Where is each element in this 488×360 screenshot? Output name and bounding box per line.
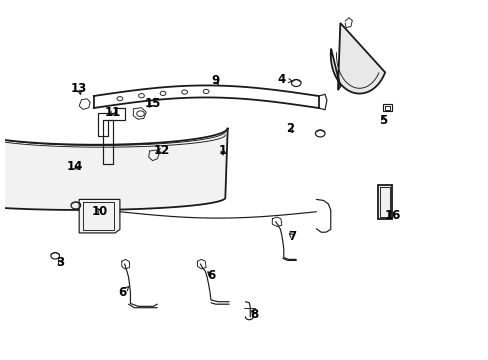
Text: 4: 4 — [277, 73, 292, 86]
Text: 9: 9 — [211, 74, 220, 87]
Text: 13: 13 — [71, 82, 87, 95]
Text: 8: 8 — [249, 307, 258, 320]
Text: 15: 15 — [144, 97, 161, 110]
Text: 6: 6 — [206, 269, 215, 282]
Polygon shape — [79, 99, 90, 109]
Polygon shape — [79, 162, 108, 171]
Text: 14: 14 — [66, 160, 82, 173]
Polygon shape — [133, 108, 146, 119]
Text: 2: 2 — [285, 122, 293, 135]
Text: 10: 10 — [91, 205, 108, 218]
Polygon shape — [98, 108, 124, 136]
Text: 7: 7 — [288, 230, 296, 243]
Polygon shape — [382, 104, 391, 111]
Text: 12: 12 — [154, 144, 170, 157]
Text: 6: 6 — [118, 286, 129, 300]
Text: 11: 11 — [104, 106, 121, 119]
Polygon shape — [377, 185, 391, 219]
Text: 3: 3 — [56, 256, 64, 269]
Text: 5: 5 — [379, 113, 387, 126]
Polygon shape — [330, 23, 385, 94]
Text: 16: 16 — [384, 209, 401, 222]
Text: 1: 1 — [219, 144, 226, 157]
Polygon shape — [0, 128, 227, 210]
Polygon shape — [79, 199, 120, 233]
